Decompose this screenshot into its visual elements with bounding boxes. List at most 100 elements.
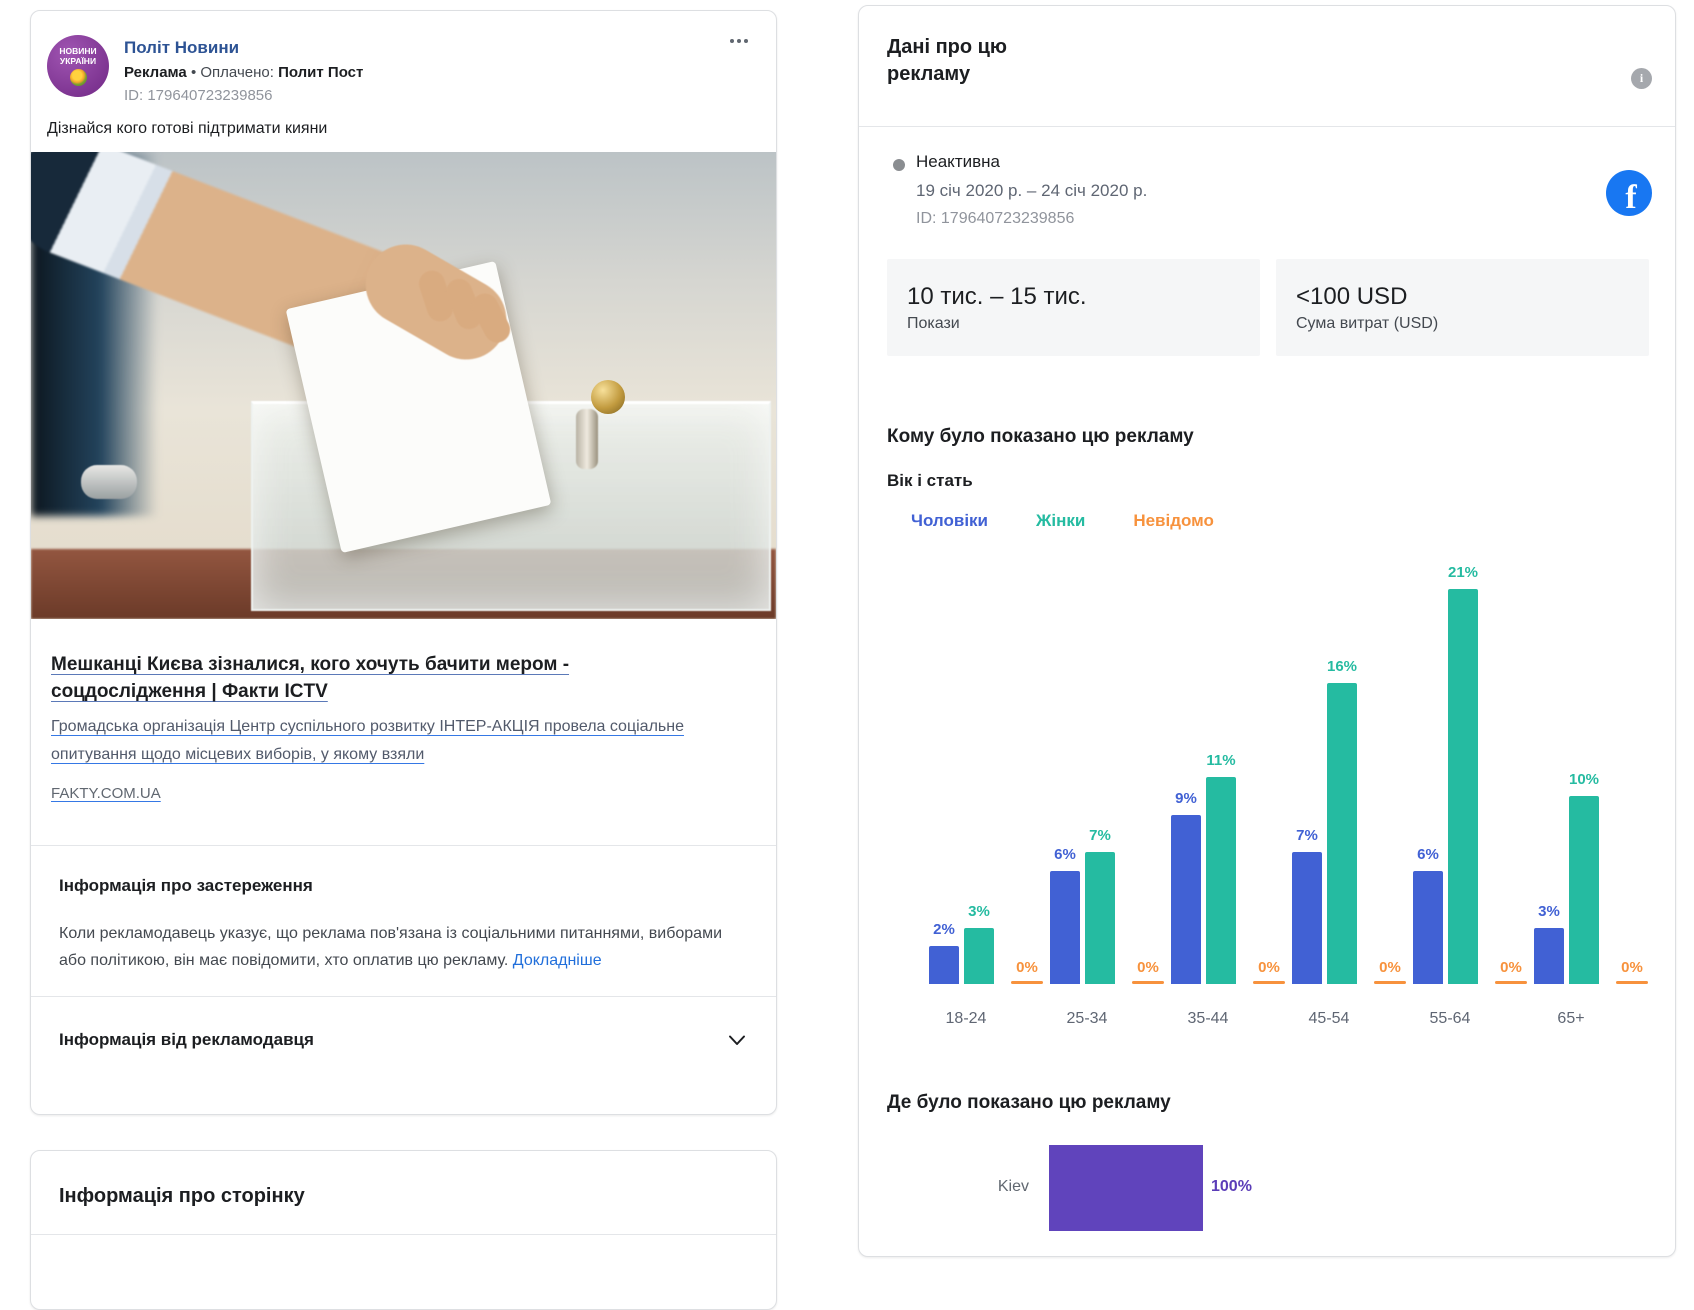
divider <box>31 1234 776 1235</box>
audience-section-title: Кому було показано цю рекламу <box>887 426 1194 447</box>
link-domain[interactable]: FAKTY.COM.UA <box>51 785 161 802</box>
divider <box>31 996 776 997</box>
men-value-label: 9% <box>1175 790 1197 807</box>
men-value-label: 6% <box>1054 846 1076 863</box>
spend-label: Сума витрат (USD) <box>1296 314 1439 332</box>
advertiser-info-row[interactable]: Інформація від рекламодавця <box>31 997 776 1083</box>
post-text: Дізнайся кого готові підтримати кияни <box>47 120 328 137</box>
women-value-label: 21% <box>1447 564 1479 581</box>
paid-by-label: Оплачено: <box>200 64 274 81</box>
category-label: 55-64 <box>1429 1010 1471 1027</box>
ad-label: Реклама <box>124 64 187 81</box>
avatar-text-line1: НОВИНИ <box>59 46 97 56</box>
men-bar <box>929 946 959 984</box>
page-info-heading: Інформація про сторінку <box>59 1185 305 1207</box>
photo-metal-clasp <box>81 465 137 499</box>
ad-meta-line: Реклама • Оплачено: Полит Пост <box>124 64 363 81</box>
header-text: Політ Новини Реклама • Оплачено: Полит П… <box>124 35 363 104</box>
page-avatar[interactable]: НОВИНИ УКРАЇНИ <box>47 35 109 97</box>
women-value-label: 16% <box>1326 658 1358 675</box>
ad-id: ID: 179640723239856 <box>124 87 273 104</box>
women-bar <box>1206 777 1236 984</box>
ad-image[interactable] <box>31 152 776 619</box>
impressions-label: Покази <box>907 314 960 332</box>
chart-legend: Чоловіки Жінки Невідомо <box>911 511 1214 531</box>
photo-gold-knob <box>591 380 625 414</box>
unknown-bar <box>1374 981 1406 984</box>
unknown-value-label: 0% <box>1500 959 1522 976</box>
category-label: 35-44 <box>1187 1010 1229 1027</box>
women-value-label: 7% <box>1089 827 1111 844</box>
data-card-title: Дані про цю рекламу <box>887 36 1008 85</box>
post-header: НОВИНИ УКРАЇНИ Політ Новини Реклама • Оп… <box>31 11 776 104</box>
men-bar <box>1413 871 1443 984</box>
age-gender-chart: 2% 3% 0% 18-24 6% 7% 0% 25-34 9% 11% 0% 35-44 7% 16% 0… <box>929 546 1659 1027</box>
photo-box-hinge <box>576 409 598 469</box>
women-bar <box>1448 589 1478 984</box>
ad-preview-card: НОВИНИ УКРАЇНИ Політ Новини Реклама • Оп… <box>30 10 777 1115</box>
legend-item-1[interactable]: Жінки <box>1036 511 1086 530</box>
unknown-bar <box>1011 981 1043 984</box>
men-bar <box>1171 815 1201 984</box>
category-label: 45-54 <box>1308 1010 1350 1027</box>
unknown-bar <box>1253 981 1285 984</box>
women-value-label: 11% <box>1206 752 1236 769</box>
more-options-icon[interactable] <box>730 39 748 43</box>
bar-group-55-64: 6% 21% 0% 55-64 <box>1413 546 1534 1027</box>
unknown-value-label: 0% <box>1016 959 1038 976</box>
disclaimer-body: Коли рекламодавець указує, що реклама по… <box>59 925 723 969</box>
paid-by-name: Полит Пост <box>278 64 364 81</box>
disclaimer-heading: Інформація про застереження <box>59 876 313 895</box>
legend-item-2[interactable]: Невідомо <box>1133 511 1214 530</box>
bar-group-45-54: 7% 16% 0% 45-54 <box>1292 546 1413 1027</box>
info-icon[interactable]: i <box>1631 68 1652 89</box>
impressions-value: 10 тис. – 15 тис. <box>907 282 1087 310</box>
unknown-value-label: 0% <box>1379 959 1401 976</box>
category-label: 65+ <box>1557 1010 1585 1027</box>
unknown-bar <box>1495 981 1527 984</box>
legend-item-0[interactable]: Чоловіки <box>911 511 988 530</box>
bar-group-18-24: 2% 3% 0% 18-24 <box>929 546 1050 1027</box>
men-value-label: 3% <box>1538 903 1560 920</box>
impressions-box: 10 тис. – 15 тис. Покази <box>887 259 1260 356</box>
location-section-title: Де було показано цю рекламу <box>887 1092 1171 1113</box>
unknown-bar <box>1132 981 1164 984</box>
divider <box>31 845 776 846</box>
link-description[interactable]: Громадська організація Центр суспільного… <box>51 718 684 763</box>
unknown-value-label: 0% <box>1258 959 1280 976</box>
avatar-text-line2: УКРАЇНИ <box>59 56 97 66</box>
ad-data-card: Дані про цю рекламу i Неактивна 19 січ 2… <box>858 5 1676 1257</box>
learn-more-link[interactable]: Докладніше <box>512 952 602 969</box>
women-value-label: 10% <box>1568 771 1600 788</box>
page-name-link[interactable]: Політ Новини <box>124 38 240 57</box>
women-bar <box>964 928 994 984</box>
men-bar <box>1534 928 1564 984</box>
women-value-label: 3% <box>968 903 990 920</box>
advertiser-info-heading: Інформація від рекламодавця <box>59 1030 314 1049</box>
location-bar <box>1049 1145 1203 1231</box>
location-label: Kiev <box>997 1178 1029 1195</box>
divider <box>859 126 1675 127</box>
age-gender-title: Вік і стать <box>887 471 973 490</box>
men-value-label: 2% <box>933 921 955 938</box>
men-bar <box>1050 871 1080 984</box>
status-ad-id: ID: 179640723239856 <box>916 210 1075 227</box>
women-bar <box>1327 683 1357 984</box>
men-value-label: 7% <box>1296 827 1318 844</box>
category-label: 18-24 <box>945 1010 987 1027</box>
chevron-down-icon[interactable] <box>726 1029 748 1051</box>
bar-group-65+: 3% 10% 0% 65+ <box>1534 546 1655 1027</box>
bar-group-25-34: 6% 7% 0% 25-34 <box>1050 546 1171 1027</box>
page-info-card: Інформація про сторінку <box>30 1150 777 1310</box>
avatar-flower-graphic <box>69 69 87 86</box>
status-date-range: 19 січ 2020 р. – 24 січ 2020 р. <box>916 181 1148 200</box>
category-label: 25-34 <box>1066 1010 1108 1027</box>
location-value-label: 100% <box>1211 1178 1252 1195</box>
unknown-value-label: 0% <box>1621 959 1643 976</box>
men-value-label: 6% <box>1417 846 1439 863</box>
unknown-bar <box>1616 981 1648 984</box>
meta-separator: • <box>190 64 197 81</box>
link-title[interactable]: Мешканці Києва зізналися, кого хочуть ба… <box>51 654 570 702</box>
bar-group-35-44: 9% 11% 0% 35-44 <box>1171 546 1292 1027</box>
facebook-logo-icon[interactable]: f <box>1606 170 1652 216</box>
